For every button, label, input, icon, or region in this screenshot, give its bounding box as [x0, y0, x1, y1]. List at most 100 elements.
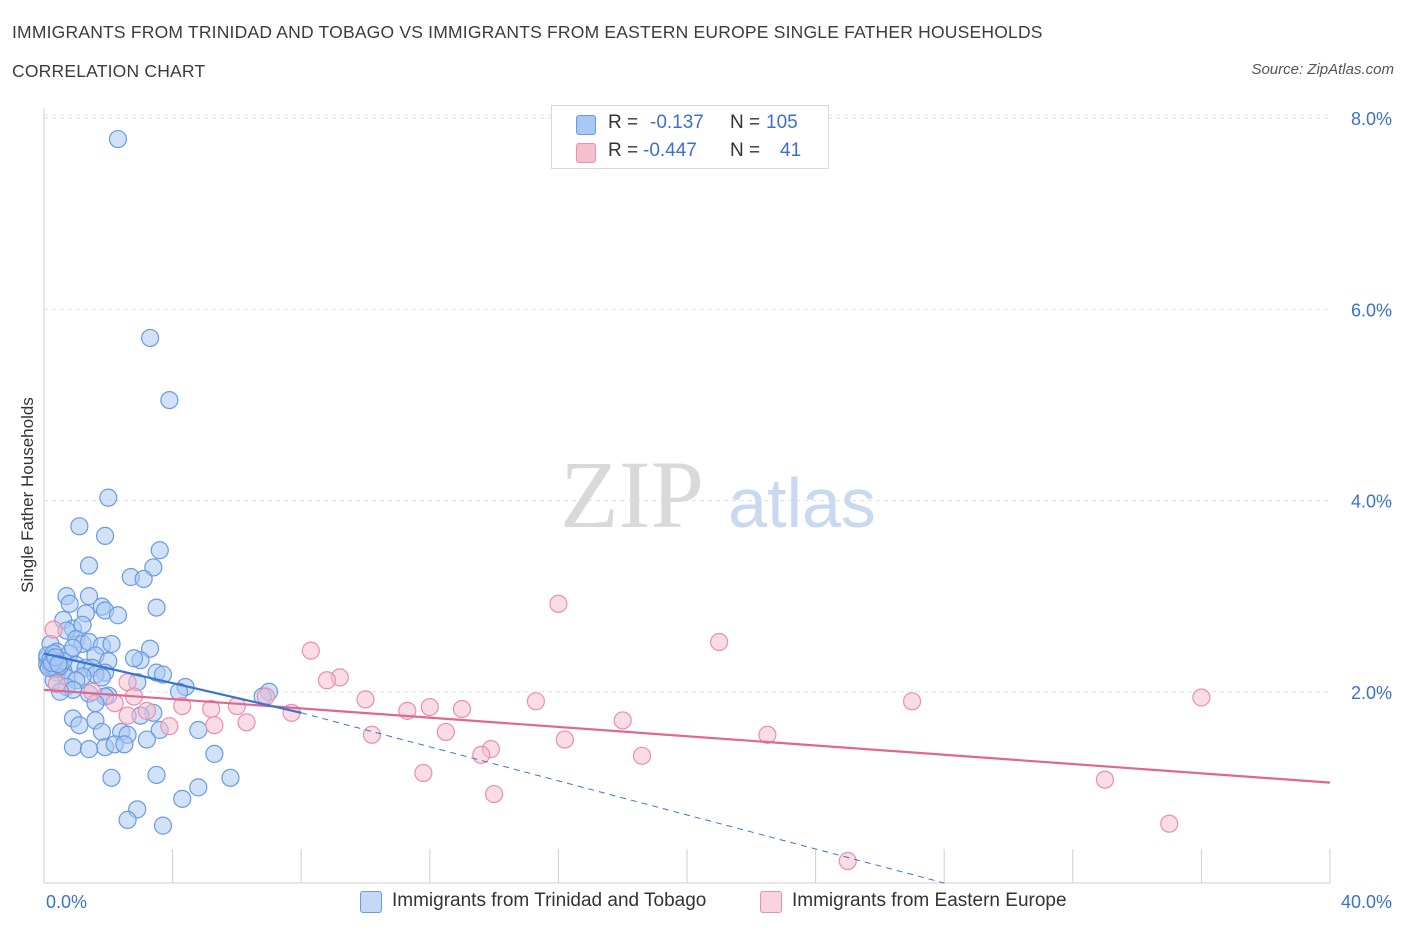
point-eastern-europe [47, 674, 66, 694]
legend-label-trinidad: Immigrants from Trinidad and Tobago [392, 890, 707, 911]
point-eastern-europe [485, 784, 504, 804]
trend-line-trinidad-extension [301, 712, 945, 884]
legend-swatch-blue [576, 115, 596, 135]
point-eastern-europe [632, 746, 652, 765]
y-axis-label: Single Father Households [18, 397, 37, 593]
point-eastern-europe [613, 711, 632, 730]
point-trinidad [115, 735, 134, 754]
point-trinidad [70, 716, 89, 735]
point-eastern-europe [356, 690, 375, 709]
point-trinidad [70, 517, 89, 536]
point-eastern-europe [118, 706, 137, 725]
point-trinidad [79, 740, 99, 759]
series-eastern-europe-points [44, 594, 1211, 871]
x-tick-label-min: 0.0% [46, 892, 87, 912]
point-trinidad [63, 738, 83, 757]
point-eastern-europe [526, 692, 545, 711]
point-eastern-europe [301, 641, 320, 660]
watermark-zip: ZIP [560, 441, 704, 548]
legend-r-label: R = [608, 140, 639, 161]
legend-swatch-pink [760, 891, 782, 913]
legend-swatch-blue [360, 891, 382, 913]
point-trinidad [102, 768, 121, 787]
legend-n-value: 41 [780, 140, 802, 161]
watermark-atlas: atlas [728, 464, 876, 542]
point-trinidad [160, 390, 179, 410]
point-trinidad [108, 606, 128, 625]
point-eastern-europe [902, 692, 922, 711]
point-trinidad [147, 598, 166, 617]
legend-swatch-pink [576, 143, 596, 163]
point-trinidad [205, 744, 224, 764]
gridlines [44, 114, 1330, 693]
series-trinidad-points [38, 129, 279, 835]
point-eastern-europe [83, 682, 102, 701]
trend-lines [43, 652, 1331, 884]
trend-line-trinidad [43, 652, 302, 714]
trend-line-eastern-europe [43, 688, 1331, 784]
point-eastern-europe [173, 696, 192, 716]
point-trinidad [102, 634, 121, 654]
point-trinidad [99, 488, 118, 507]
point-trinidad [153, 665, 173, 684]
x-tick-label-max: 40.0% [1341, 892, 1392, 912]
legend-r-label: R = [608, 112, 639, 133]
point-eastern-europe [1095, 770, 1115, 789]
chart-title: IMMIGRANTS FROM TRINIDAD AND TOBAGO VS I… [12, 22, 1043, 42]
y-tick-label: 8.0% [1351, 109, 1392, 129]
point-eastern-europe [205, 716, 224, 735]
point-trinidad [221, 768, 240, 787]
axes [43, 108, 1331, 884]
point-eastern-europe [414, 763, 433, 783]
source-label: Source: ZipAtlas.com [1251, 61, 1394, 78]
tick-labels: 2.0% 4.0% 6.0% 8.0% 0.0% 40.0% [46, 109, 1392, 912]
point-eastern-europe [838, 851, 857, 871]
point-trinidad [147, 765, 166, 785]
point-eastern-europe [237, 713, 256, 732]
legend-n-label: N = [730, 112, 761, 133]
watermark: ZIP atlas [560, 441, 876, 548]
point-eastern-europe [362, 725, 382, 744]
point-trinidad [134, 569, 153, 589]
point-eastern-europe [105, 694, 124, 713]
point-trinidad [150, 541, 169, 560]
point-trinidad [79, 587, 99, 606]
point-eastern-europe [436, 722, 455, 742]
point-trinidad [189, 778, 208, 797]
point-trinidad [140, 328, 160, 348]
correlation-legend: R = -0.137 N = 105 R = -0.447 N = 41 [551, 105, 829, 169]
point-trinidad [108, 129, 128, 149]
legend-n-label: N = [730, 140, 761, 161]
point-trinidad [92, 668, 111, 687]
point-trinidad [173, 789, 192, 808]
point-trinidad [137, 730, 156, 749]
point-trinidad [124, 649, 144, 668]
point-trinidad [92, 722, 111, 742]
legend-r-value: -0.137 [650, 112, 704, 133]
point-eastern-europe [44, 620, 63, 639]
y-tick-label: 4.0% [1351, 492, 1392, 512]
point-eastern-europe [472, 745, 491, 764]
point-trinidad [49, 654, 68, 674]
legend-label-eastern-europe: Immigrants from Eastern Europe [792, 890, 1067, 911]
point-trinidad [79, 556, 99, 575]
point-eastern-europe [555, 730, 574, 749]
legend-r-value: -0.447 [643, 140, 697, 161]
point-eastern-europe [160, 717, 179, 736]
point-eastern-europe [317, 671, 337, 690]
point-eastern-europe [1192, 688, 1211, 707]
point-eastern-europe [1160, 814, 1179, 833]
legend-n-value: 105 [766, 112, 798, 133]
point-eastern-europe [137, 701, 156, 720]
point-trinidad [153, 816, 173, 835]
point-eastern-europe [549, 594, 568, 613]
point-eastern-europe [710, 632, 729, 652]
y-tick-label: 6.0% [1351, 300, 1392, 320]
point-eastern-europe [420, 697, 439, 717]
chart-subtitle: CORRELATION CHART [12, 61, 206, 81]
point-trinidad [60, 594, 79, 613]
y-tick-label: 2.0% [1351, 683, 1392, 703]
point-eastern-europe [452, 699, 472, 719]
point-trinidad [63, 638, 83, 657]
